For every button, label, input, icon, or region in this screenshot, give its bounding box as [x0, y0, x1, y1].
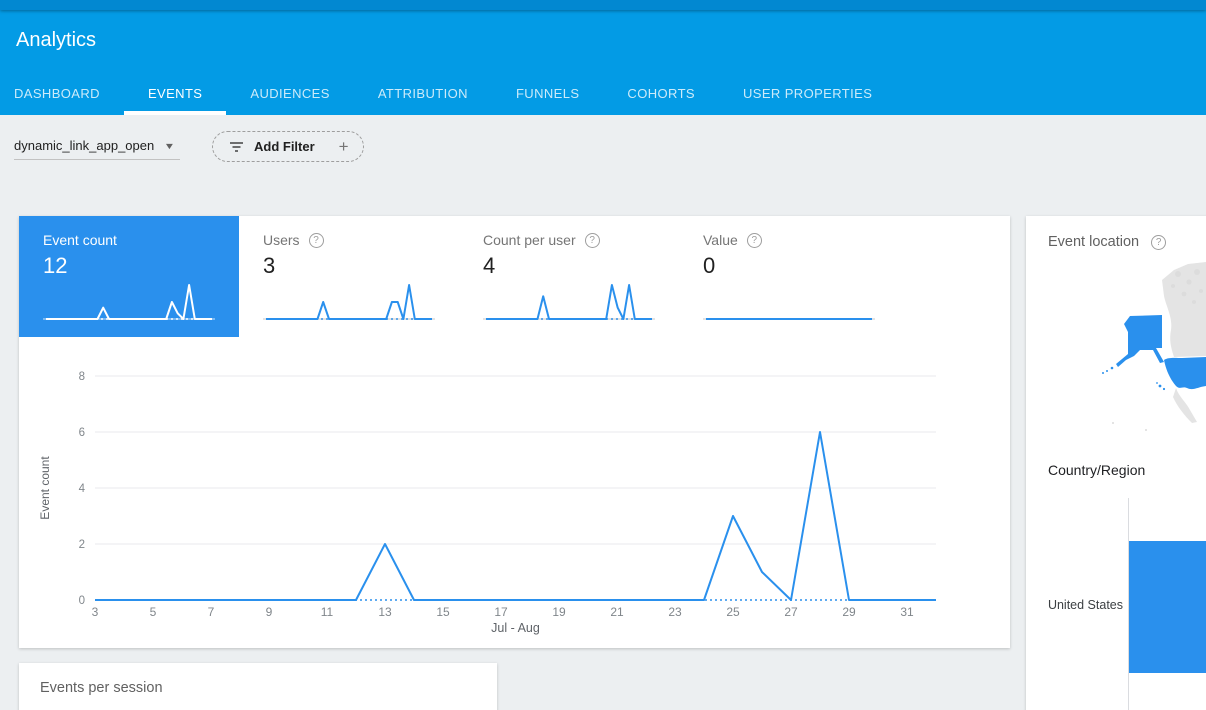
event-select-dropdown[interactable]: dynamic_link_app_open ▼: [14, 132, 180, 160]
metric-label: Users: [263, 232, 300, 248]
app-header: Analytics DASHBOARD EVENTS AUDIENCES ATT…: [0, 10, 1206, 115]
svg-text:21: 21: [610, 605, 624, 619]
tab-audiences[interactable]: AUDIENCES: [226, 71, 353, 115]
svg-text:13: 13: [378, 605, 392, 619]
map-container: [1076, 260, 1206, 460]
metric-tab-count-per-user[interactable]: Count per user? 4: [459, 216, 679, 337]
tab-attribution[interactable]: ATTRIBUTION: [354, 71, 492, 115]
metric-tab-users[interactable]: Users? 3: [239, 216, 459, 337]
svg-text:15: 15: [436, 605, 450, 619]
svg-text:5: 5: [150, 605, 157, 619]
filter-icon: [229, 141, 244, 153]
value-sparkline: [703, 278, 875, 326]
svg-text:11: 11: [321, 605, 334, 619]
tab-dashboard[interactable]: DASHBOARD: [14, 71, 124, 115]
country-region-heading: Country/Region: [1048, 462, 1145, 478]
event-location-title: Event location: [1048, 234, 1139, 250]
svg-text:8: 8: [79, 371, 85, 383]
svg-text:Event count: Event count: [38, 456, 52, 520]
svg-text:Jul - Aug: Jul - Aug: [491, 621, 540, 635]
count-per-user-sparkline: [483, 278, 655, 326]
events-chart-card: Event count? 12 Users? 3 Count per user?…: [19, 216, 1010, 648]
svg-text:17: 17: [494, 605, 508, 619]
svg-text:4: 4: [79, 483, 86, 495]
tab-events[interactable]: EVENTS: [124, 71, 226, 115]
chevron-down-icon: ▼: [164, 141, 176, 151]
tab-user-properties[interactable]: USER PROPERTIES: [719, 71, 896, 115]
metric-tab-value[interactable]: Value? 0: [679, 216, 899, 337]
metric-value: 0: [703, 253, 899, 279]
plus-icon: +: [339, 137, 349, 157]
metric-tab-row: Event count? 12 Users? 3 Count per user?…: [19, 216, 1010, 337]
svg-text:7: 7: [208, 605, 215, 619]
page-title: Analytics: [16, 29, 96, 52]
country-row-label: United States: [1026, 598, 1123, 612]
event-select-value: dynamic_link_app_open: [14, 138, 154, 153]
add-filter-button[interactable]: Add Filter +: [212, 131, 364, 162]
tab-bar: DASHBOARD EVENTS AUDIENCES ATTRIBUTION F…: [14, 71, 896, 115]
tab-cohorts[interactable]: COHORTS: [603, 71, 719, 115]
svg-text:19: 19: [552, 605, 566, 619]
event-count-sparkline: [43, 278, 215, 326]
united-states-bar: [1129, 541, 1206, 673]
metric-value: 3: [263, 253, 459, 279]
svg-text:6: 6: [79, 427, 85, 439]
svg-text:9: 9: [266, 605, 273, 619]
svg-text:2: 2: [79, 539, 85, 551]
users-sparkline: [263, 278, 435, 326]
events-per-session-card: Events per session: [19, 663, 497, 710]
help-icon[interactable]: ?: [1151, 235, 1166, 250]
tab-funnels[interactable]: FUNNELS: [492, 71, 603, 115]
svg-text:25: 25: [726, 605, 740, 619]
svg-text:27: 27: [784, 605, 798, 619]
help-icon[interactable]: ?: [585, 233, 600, 248]
svg-text:3: 3: [92, 605, 99, 619]
help-icon[interactable]: ?: [747, 233, 762, 248]
north-america-map: [1076, 260, 1206, 460]
browser-top-strip: [0, 0, 1206, 10]
metric-label: Value: [703, 232, 738, 248]
events-per-session-title: Events per session: [19, 663, 497, 696]
svg-text:0: 0: [79, 595, 85, 607]
event-location-card: Event location ?: [1026, 216, 1206, 710]
metric-value: 4: [483, 253, 679, 279]
metric-label: Event count: [43, 232, 117, 248]
help-icon[interactable]: ?: [309, 233, 324, 248]
add-filter-label: Add Filter: [254, 139, 315, 154]
svg-text:31: 31: [900, 605, 914, 619]
svg-text:29: 29: [842, 605, 856, 619]
metric-value: 12: [43, 253, 239, 279]
metric-tab-event-count[interactable]: Event count? 12: [19, 216, 239, 337]
svg-text:23: 23: [668, 605, 682, 619]
metric-label: Count per user: [483, 232, 576, 248]
event-count-line-chart: 0 2 4 6 8 3 5 7 9 11 13 15 17 19 21 23 25 27 29 31 Jul - Aug…: [19, 336, 1010, 648]
